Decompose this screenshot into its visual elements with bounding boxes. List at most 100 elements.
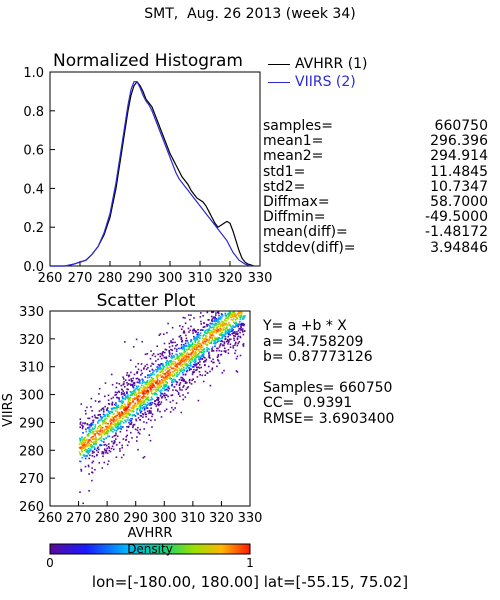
- density-point: [107, 422, 109, 425]
- density-point: [107, 394, 110, 397]
- density-point: [220, 316, 222, 318]
- density-point: [78, 443, 81, 445]
- density-point: [157, 408, 159, 410]
- density-point: [126, 391, 128, 394]
- density-point: [165, 357, 168, 360]
- density-point: [203, 326, 206, 328]
- density-point: [146, 380, 148, 383]
- density-point: [197, 349, 200, 352]
- density-point: [161, 369, 164, 371]
- density-point: [146, 404, 148, 406]
- density-point: [154, 388, 156, 391]
- density-point: [117, 390, 120, 393]
- density-point: [221, 325, 224, 327]
- histogram-plot-area: [49, 71, 261, 267]
- density-point: [213, 336, 216, 339]
- density-point: [194, 364, 196, 367]
- density-point: [130, 422, 132, 425]
- density-point: [104, 382, 107, 384]
- density-point: [217, 331, 219, 333]
- density-point: [103, 422, 105, 424]
- density-point: [126, 396, 129, 399]
- density-point: [88, 439, 91, 441]
- density-point: [198, 355, 200, 358]
- density-point: [232, 331, 234, 334]
- density-point: [98, 419, 100, 422]
- density-point: [97, 432, 100, 435]
- density-point: [120, 401, 123, 403]
- density-point: [97, 446, 99, 449]
- density-point: [124, 410, 127, 412]
- density-point: [148, 412, 150, 415]
- density-point: [192, 350, 194, 352]
- density-point: [199, 356, 201, 359]
- density-point: [124, 419, 126, 422]
- density-point: [123, 413, 125, 415]
- density-point: [200, 334, 202, 337]
- density-point: [215, 312, 217, 314]
- density-point: [185, 360, 187, 363]
- density-point: [168, 360, 170, 363]
- density-point: [151, 415, 153, 418]
- density-point: [88, 430, 91, 433]
- density-point: [228, 328, 231, 331]
- density-point: [166, 388, 168, 391]
- density-point: [97, 451, 100, 453]
- density-point: [190, 325, 192, 328]
- density-point: [208, 328, 210, 330]
- density-point: [81, 442, 83, 444]
- density-point: [186, 364, 188, 367]
- density-point: [123, 422, 125, 424]
- density-point: [196, 338, 198, 341]
- density-point: [123, 378, 125, 380]
- density-point: [226, 332, 228, 335]
- density-point: [153, 373, 155, 376]
- density-point: [79, 426, 81, 428]
- density-point: [196, 355, 198, 358]
- density-point: [243, 323, 246, 326]
- density-point: [95, 443, 97, 445]
- density-point: [143, 386, 146, 388]
- density-point: [139, 400, 142, 403]
- density-point: [196, 333, 198, 336]
- density-point: [112, 408, 115, 410]
- density-point: [194, 338, 196, 341]
- density-point: [142, 413, 145, 416]
- density-point: [127, 383, 130, 385]
- density-point: [151, 354, 154, 357]
- density-point: [221, 324, 224, 327]
- density-point: [131, 394, 134, 396]
- density-point: [118, 411, 121, 414]
- density-point: [119, 417, 122, 419]
- density-point: [158, 403, 160, 406]
- density-point: [102, 407, 105, 409]
- density-point: [100, 427, 102, 430]
- density-point: [169, 401, 172, 403]
- density-point: [187, 358, 189, 360]
- density-point: [181, 369, 183, 372]
- density-point: [146, 363, 148, 366]
- density-point: [119, 407, 122, 410]
- density-point: [115, 402, 117, 404]
- density-point: [87, 464, 90, 467]
- density-point: [122, 401, 124, 403]
- density-point: [156, 386, 159, 388]
- density-point: [113, 435, 116, 437]
- density-point: [240, 312, 242, 315]
- density-point: [123, 394, 126, 396]
- density-point: [142, 391, 144, 393]
- density-point: [91, 445, 94, 447]
- density-point: [183, 351, 186, 353]
- density-point: [94, 424, 97, 426]
- density-point: [106, 432, 109, 435]
- density-point: [114, 407, 116, 409]
- density-point: [138, 403, 140, 406]
- density-point: [128, 403, 130, 406]
- density-point: [222, 323, 225, 326]
- density-point: [83, 443, 86, 446]
- scatter-plot-area: [49, 310, 251, 507]
- density-point: [117, 420, 120, 423]
- density-point: [141, 378, 144, 381]
- density-point: [200, 320, 202, 323]
- density-point: [209, 325, 212, 328]
